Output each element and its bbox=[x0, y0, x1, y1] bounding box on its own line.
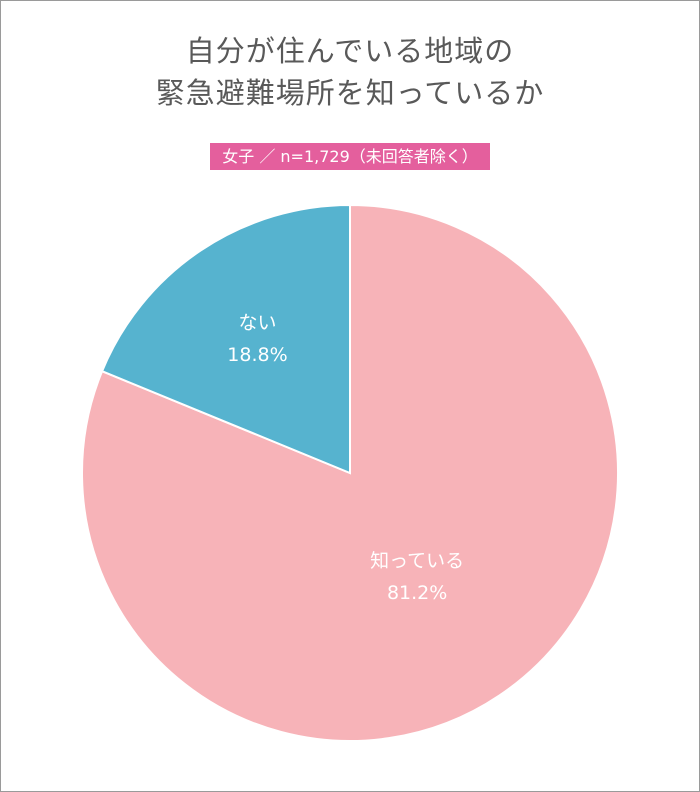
slice-category-label: ない bbox=[238, 312, 276, 334]
chart-subtitle-badge: 女子 ／ n=1,729（未回答者除く） bbox=[210, 143, 490, 170]
slice-value-label: 18.8% bbox=[227, 344, 287, 366]
slice-nai bbox=[100, 203, 351, 475]
chart-title-line-2: 緊急避難場所を知っているか bbox=[155, 76, 545, 110]
subtitle-container: 女子 ／ n=1,729（未回答者除く） bbox=[0, 143, 700, 170]
chart-title: 自分が住んでいる地域の 緊急避難場所を知っているか bbox=[0, 30, 700, 114]
chart-title-line-1: 自分が住んでいる地域の bbox=[185, 34, 515, 68]
slice-value-label: 81.2% bbox=[387, 582, 447, 604]
slice-category-label: 知っている bbox=[370, 550, 464, 572]
